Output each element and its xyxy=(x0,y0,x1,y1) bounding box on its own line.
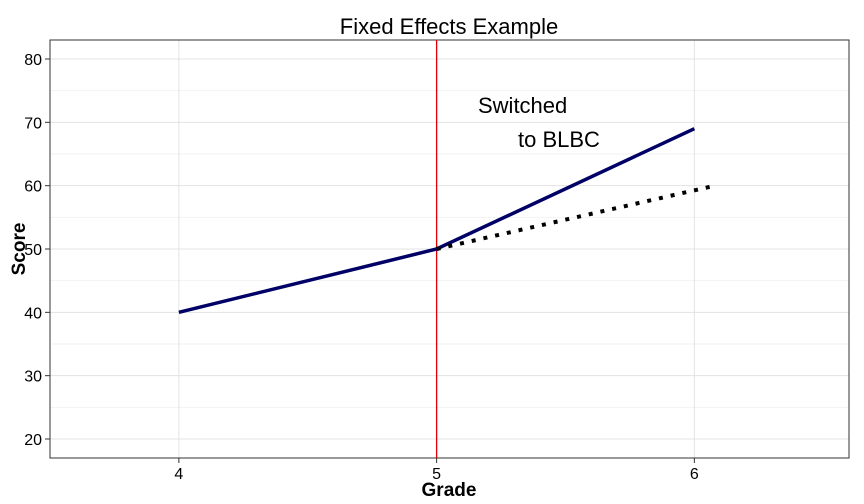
y-tick-label-40: 40 xyxy=(24,305,42,322)
y-tick-label-20: 20 xyxy=(24,432,42,449)
y-axis-ticks: 20 30 40 50 60 70 80 xyxy=(24,52,50,449)
x-axis-ticks: 4 5 6 xyxy=(174,458,699,483)
chart-title: Fixed Effects Example xyxy=(340,14,558,39)
chart-marks xyxy=(178,40,716,458)
y-tick-label-70: 70 xyxy=(24,115,42,132)
y-tick-label-30: 30 xyxy=(24,369,42,386)
y-tick-label-60: 60 xyxy=(24,179,42,196)
y-tick-label-80: 80 xyxy=(24,52,42,69)
x-axis-title: Grade xyxy=(422,480,477,501)
annotation-line-1: Switched xyxy=(478,93,567,118)
y-axis-title: Score xyxy=(9,223,30,276)
x-tick-label-6: 6 xyxy=(690,466,699,483)
annotation-line-2: to BLBC xyxy=(518,127,600,152)
x-tick-label-5: 5 xyxy=(432,466,441,483)
y-tick-label-50: 50 xyxy=(24,242,42,259)
x-tick-label-4: 4 xyxy=(174,466,183,483)
